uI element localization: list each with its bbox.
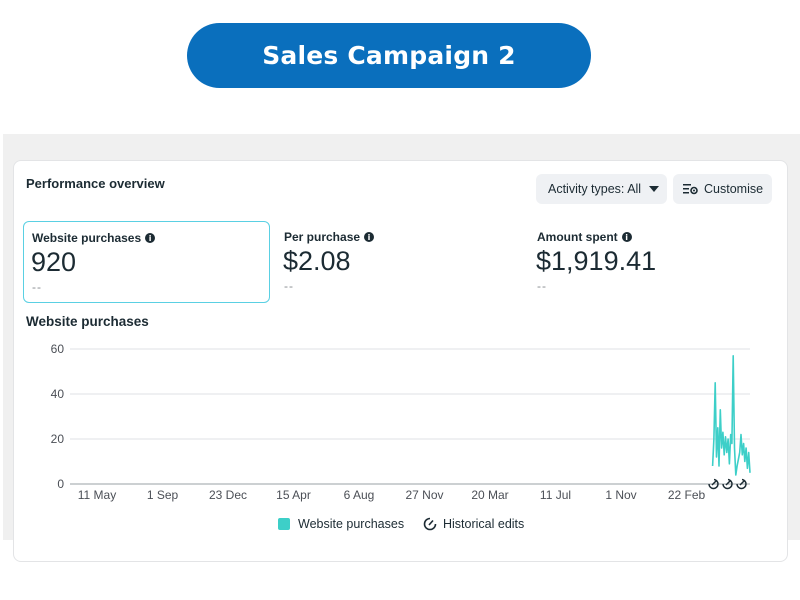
historical-edits-icon: [423, 517, 437, 531]
legend-historical-edits[interactable]: Historical edits: [423, 517, 524, 531]
x-tick-label: 22 Feb: [668, 488, 706, 502]
metric-label-wrap: Per purchase i: [284, 230, 375, 244]
metric-label-wrap: Amount spent i: [537, 230, 632, 244]
metric-value: $1,919.41: [536, 246, 657, 276]
performance-overview-card: [13, 160, 788, 562]
legend-website-purchases[interactable]: Website purchases: [278, 517, 404, 531]
historical-edit-marker: [708, 478, 719, 490]
info-icon[interactable]: i: [145, 233, 156, 243]
series-line-website-purchases: [711, 354, 751, 476]
x-tick-label: 1 Sep: [147, 488, 179, 502]
metric-label: Amount spent: [537, 230, 618, 244]
y-tick-label: 20: [51, 432, 65, 446]
historical-edit-marker: [722, 478, 733, 490]
y-tick-label: 40: [51, 387, 65, 401]
info-icon[interactable]: i: [364, 232, 375, 242]
metric-delta: --: [537, 279, 547, 293]
activity-types-label: Activity types: All: [548, 182, 642, 196]
metric-value: 920: [31, 247, 77, 277]
x-tick-label: 6 Aug: [344, 488, 375, 502]
metric-label: Per purchase: [284, 230, 361, 244]
customise-icon: [683, 184, 698, 195]
x-tick-label: 11 Jul: [540, 488, 571, 502]
metric-delta: --: [284, 279, 294, 293]
metric-delta: --: [32, 280, 42, 294]
customise-label: Customise: [704, 182, 764, 196]
metric-label: Website purchases: [32, 231, 142, 245]
chart-title: Website purchases: [26, 314, 149, 329]
y-tick-label: 60: [51, 342, 65, 356]
campaign-title: Sales Campaign 2: [262, 41, 516, 70]
caret-down-icon: [649, 186, 660, 192]
y-tick-label: 0: [57, 477, 64, 491]
metric-label-wrap: Website purchases i: [32, 231, 156, 245]
x-tick-label: 15 Apr: [276, 488, 311, 502]
x-tick-label: 11 May: [78, 488, 116, 502]
x-tick-label: 27 Nov: [405, 488, 443, 502]
metric-website-purchases[interactable]: Website purchases i 920 --: [23, 221, 270, 303]
legend-series-label: Website purchases: [298, 517, 405, 531]
customise-button[interactable]: Customise: [673, 174, 772, 204]
legend-edits-label: Historical edits: [443, 517, 525, 531]
campaign-title-banner: Sales Campaign 2: [187, 23, 591, 88]
legend-swatch: [278, 518, 290, 530]
metric-per-purchase[interactable]: Per purchase i $2.08 --: [276, 221, 521, 301]
panel-title: Performance overview: [26, 176, 165, 191]
website-purchases-chart: 0 20 40 60 11 May 1 Sep 23 Dec 15 Apr 6 Aug 27 No…: [51, 342, 751, 502]
activity-types-dropdown[interactable]: Activity types: All: [536, 174, 667, 204]
info-icon[interactable]: i: [621, 232, 632, 242]
x-tick-label: 1 Nov: [605, 488, 636, 502]
x-tick-label: 20 Mar: [471, 488, 508, 502]
metric-amount-spent[interactable]: Amount spent i $1,919.41 --: [529, 221, 774, 301]
historical-edit-marker: [736, 478, 747, 490]
x-tick-label: 23 Dec: [209, 488, 247, 502]
metric-value: $2.08: [283, 246, 351, 276]
